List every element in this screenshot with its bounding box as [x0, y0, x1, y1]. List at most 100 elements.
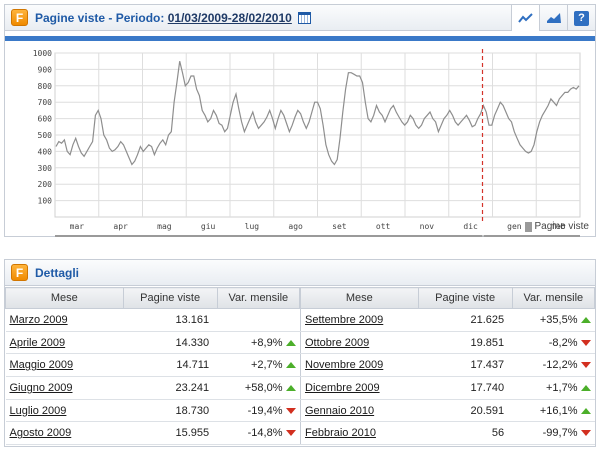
page-views-cell: 13.161: [123, 308, 218, 332]
page-views-cell: 17.437: [418, 353, 513, 378]
table-row: Agosto 2009 15.955 -14,8%: [5, 421, 300, 446]
help-icon: ?: [574, 10, 589, 26]
month-link[interactable]: Aprile 2009: [9, 336, 66, 349]
table-row: Maggio 2009 14.711 +2,7%: [5, 353, 300, 378]
variation-value: -8,2%: [549, 337, 591, 349]
variation-cell: +8,9%: [217, 331, 300, 355]
variation-text: -12,2%: [542, 359, 578, 372]
legend-swatch: [524, 221, 532, 232]
column-header-month[interactable]: Mese: [300, 287, 419, 309]
column-header-variation[interactable]: Var. mensile: [216, 287, 301, 309]
page-views-cell: 19.851: [418, 331, 513, 355]
year-bar-2009: [55, 235, 483, 237]
page-views-cell: 18.730: [123, 399, 218, 423]
variation-text: -14,8%: [247, 427, 283, 440]
variation-cell: -8,2%: [512, 331, 595, 355]
month-link[interactable]: Maggio 2009: [9, 359, 74, 372]
month-link[interactable]: Novembre 2009: [305, 359, 384, 372]
variation-cell: -14,8%: [217, 421, 300, 446]
variation-value: -99,7%: [543, 427, 591, 439]
month-link[interactable]: Giugno 2009: [9, 381, 73, 394]
month-tick-label: mag: [157, 222, 172, 231]
area-chart-button[interactable]: [539, 5, 567, 31]
details-panel: F Dettagli Mese Pagine viste Var. mensile M…: [4, 259, 596, 447]
month-link[interactable]: Dicembre 2009: [305, 381, 380, 394]
month-cell: Gennaio 2010: [300, 399, 419, 423]
variation-cell: +35,5%: [512, 308, 595, 332]
variation-value: +2,7%: [251, 359, 296, 371]
chart-panel-header: F Pagine viste - Periodo: 01/03/2009-28/…: [5, 5, 595, 31]
month-link[interactable]: Gennaio 2010: [305, 404, 375, 417]
variation-cell: -99,7%: [512, 421, 595, 446]
page-views-cell: 23.241: [123, 376, 218, 400]
period-link[interactable]: 01/03/2009-28/02/2010: [167, 10, 292, 25]
column-header-views[interactable]: Pagine viste: [122, 287, 218, 309]
month-link[interactable]: Settembre 2009: [305, 313, 384, 326]
y-tick-label: 800: [38, 82, 53, 91]
month-cell: Luglio 2009: [5, 399, 124, 423]
variation-text: -19,4%: [247, 404, 283, 417]
details-table-right: Mese Pagine viste Var. mensile Settembre 20…: [300, 287, 596, 446]
help-button[interactable]: ?: [567, 5, 595, 31]
month-link[interactable]: Luglio 2009: [9, 404, 67, 417]
table-row: Luglio 2009 18.730 -19,4%: [5, 399, 300, 423]
y-tick-label: 100: [38, 197, 53, 206]
table-row: Novembre 2009 17.437 -12,2%: [300, 353, 595, 378]
column-header-variation[interactable]: Var. mensile: [511, 287, 596, 309]
month-tick-label: nov: [420, 222, 435, 231]
table-row: Dicembre 2009 17.740 +1,7%: [300, 376, 595, 400]
details-panel-header: F Dettagli: [5, 260, 595, 286]
variation-text: +8,9%: [251, 336, 283, 349]
chart-legend: Pagine viste: [524, 221, 589, 232]
month-cell: Ottobre 2009: [300, 331, 419, 355]
year-label-2010: 2010: [521, 236, 541, 237]
month-link[interactable]: Marzo 2009: [9, 313, 68, 326]
month-cell: Giugno 2009: [5, 376, 124, 400]
year-bar-2010: [483, 235, 580, 237]
variation-cell: +16,1%: [512, 399, 595, 423]
arrow-up-icon: [285, 362, 296, 369]
y-tick-label: 700: [38, 98, 53, 107]
y-tick-label: 300: [38, 164, 53, 173]
column-header-views[interactable]: Pagine viste: [417, 287, 513, 309]
month-link[interactable]: Febbraio 2010: [305, 427, 376, 440]
chart-title: Pagine viste - Periodo: 01/03/2009-28/02…: [35, 11, 292, 25]
page-views-line-chart: 100 200 300 400 500 600 700 800 900 1000 mar apr mag…: [5, 36, 595, 237]
chart-toolbar: ?: [511, 5, 595, 31]
arrow-up-icon: [285, 339, 296, 346]
month-cell: Agosto 2009: [5, 421, 124, 446]
column-header-month[interactable]: Mese: [5, 287, 124, 309]
page-views-cell: 56: [418, 421, 513, 446]
y-tick-label: 500: [38, 131, 53, 140]
line-chart-button[interactable]: [511, 5, 539, 31]
month-link[interactable]: Agosto 2009: [9, 427, 72, 440]
month-tick-label: set: [332, 222, 347, 231]
y-tick-label: 1000: [33, 49, 52, 58]
table-row: Febbraio 2010 56 -99,7%: [300, 421, 595, 446]
month-tick-label: gen: [507, 222, 522, 231]
page-views-cell: 17.740: [418, 376, 513, 400]
page-views-cell: 21.625: [418, 308, 513, 332]
month-tick-label: ott: [376, 222, 391, 231]
variation-cell: [217, 308, 300, 332]
table-row: Gennaio 2010 20.591 +16,1%: [300, 399, 595, 423]
calendar-icon[interactable]: [297, 11, 311, 24]
y-tick-label: 200: [38, 180, 53, 189]
arrow-down-icon: [580, 339, 591, 346]
year-label-2009: 2009: [259, 236, 279, 237]
month-tick-label: ago: [288, 222, 303, 231]
variation-value: +16,1%: [540, 405, 591, 417]
variation-cell: +2,7%: [217, 353, 300, 378]
variation-text: -8,2%: [548, 336, 578, 349]
arrow-up-icon: [580, 316, 591, 323]
variation-text: +1,7%: [546, 381, 578, 394]
month-tick-label: mar: [70, 222, 85, 231]
arrow-down-icon: [285, 407, 296, 414]
variation-value: +1,7%: [546, 382, 591, 394]
line-chart-icon: [517, 13, 533, 23]
month-link[interactable]: Ottobre 2009: [305, 336, 370, 349]
variation-text: +16,1%: [539, 404, 578, 417]
variation-value: -19,4%: [248, 405, 296, 417]
variation-value: -14,8%: [248, 427, 296, 439]
month-tick-label: lug: [245, 222, 260, 231]
